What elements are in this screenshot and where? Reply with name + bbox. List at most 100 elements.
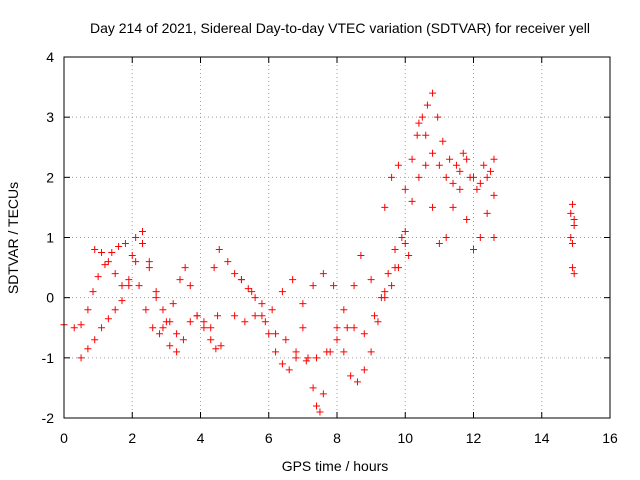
- data-point: [207, 324, 215, 332]
- y-tick-label: 0: [46, 290, 54, 306]
- data-point: [212, 345, 220, 353]
- data-point: [132, 258, 140, 266]
- data-point: [316, 408, 324, 416]
- data-point: [166, 318, 174, 326]
- data-point: [132, 234, 140, 241]
- data-point: [159, 306, 167, 314]
- data-point: [313, 354, 321, 362]
- data-point: [251, 312, 259, 320]
- data-point: [91, 336, 99, 344]
- data-point: [309, 384, 317, 392]
- data-point: [415, 119, 423, 127]
- data-point: [118, 297, 126, 305]
- x-tick-label: 6: [265, 430, 273, 446]
- data-point: [568, 240, 576, 248]
- data-point: [278, 360, 286, 368]
- data-point: [463, 155, 471, 163]
- data-point: [231, 312, 239, 320]
- data-point: [282, 336, 290, 344]
- data-point: [452, 161, 460, 169]
- data-point: [415, 173, 423, 181]
- x-tick-label: 2: [128, 430, 136, 446]
- data-point: [313, 402, 321, 410]
- data-point: [319, 390, 327, 398]
- data-point: [299, 324, 307, 332]
- data-point: [104, 258, 112, 266]
- data-point: [98, 324, 106, 332]
- data-point: [84, 345, 92, 353]
- data-point: [483, 173, 491, 181]
- data-point: [391, 246, 399, 254]
- x-tick-label: 0: [60, 430, 68, 446]
- data-point: [429, 149, 437, 157]
- data-point: [567, 209, 575, 217]
- data-point: [111, 306, 119, 314]
- data-point: [476, 234, 484, 241]
- data-point: [340, 348, 348, 356]
- data-point: [483, 209, 491, 217]
- data-point: [568, 200, 576, 208]
- data-point: [268, 306, 276, 314]
- data-point: [470, 173, 477, 181]
- data-point: [350, 282, 358, 290]
- data-point: [350, 324, 358, 332]
- data-point: [391, 264, 399, 272]
- data-point: [473, 185, 481, 193]
- series-trace-a: [60, 240, 225, 353]
- data-point: [304, 354, 312, 362]
- data-point: [91, 246, 99, 254]
- data-point: [104, 315, 112, 323]
- data-point: [125, 276, 133, 284]
- data-point: [251, 294, 259, 302]
- data-point: [200, 318, 208, 326]
- x-tick-label: 10: [397, 430, 413, 446]
- data-point: [217, 342, 225, 350]
- data-point: [302, 357, 310, 365]
- data-point: [258, 300, 266, 308]
- data-point: [214, 312, 222, 320]
- data-point: [405, 252, 413, 260]
- data-point: [476, 179, 484, 187]
- data-point: [258, 312, 266, 320]
- data-point: [181, 264, 189, 272]
- data-point: [570, 215, 578, 223]
- data-point: [371, 312, 379, 320]
- series-trace-c: [91, 227, 181, 338]
- data-point: [449, 203, 457, 211]
- data-point: [101, 261, 109, 269]
- data-point: [330, 282, 338, 290]
- data-point: [173, 330, 181, 338]
- data-point: [149, 324, 157, 332]
- data-point: [439, 137, 447, 145]
- data-point: [422, 161, 430, 169]
- data-point: [408, 197, 416, 205]
- data-point: [388, 173, 396, 181]
- data-point: [224, 258, 232, 266]
- data-point: [89, 288, 97, 296]
- data-point: [340, 306, 348, 314]
- series-trace-i: [415, 119, 498, 187]
- data-point: [77, 321, 85, 329]
- data-point: [98, 249, 106, 257]
- series-trace-d: [210, 240, 409, 416]
- data-point: [278, 288, 286, 296]
- data-point: [145, 258, 153, 266]
- data-point: [125, 282, 133, 290]
- chart-title: Day 214 of 2021, Sidereal Day-to-day VTE…: [90, 20, 590, 36]
- data-point: [156, 330, 164, 338]
- data-point: [138, 227, 146, 235]
- data-point: [435, 161, 443, 169]
- data-point: [210, 264, 218, 272]
- data-point: [309, 282, 317, 290]
- data-point: [367, 276, 375, 284]
- x-tick-label: 8: [333, 430, 341, 446]
- data-point: [381, 203, 389, 211]
- data-point: [418, 113, 426, 121]
- plot-frame: [63, 56, 611, 419]
- data-point: [169, 300, 177, 308]
- data-point: [463, 215, 471, 223]
- data-point: [299, 300, 307, 308]
- data-point: [292, 354, 300, 362]
